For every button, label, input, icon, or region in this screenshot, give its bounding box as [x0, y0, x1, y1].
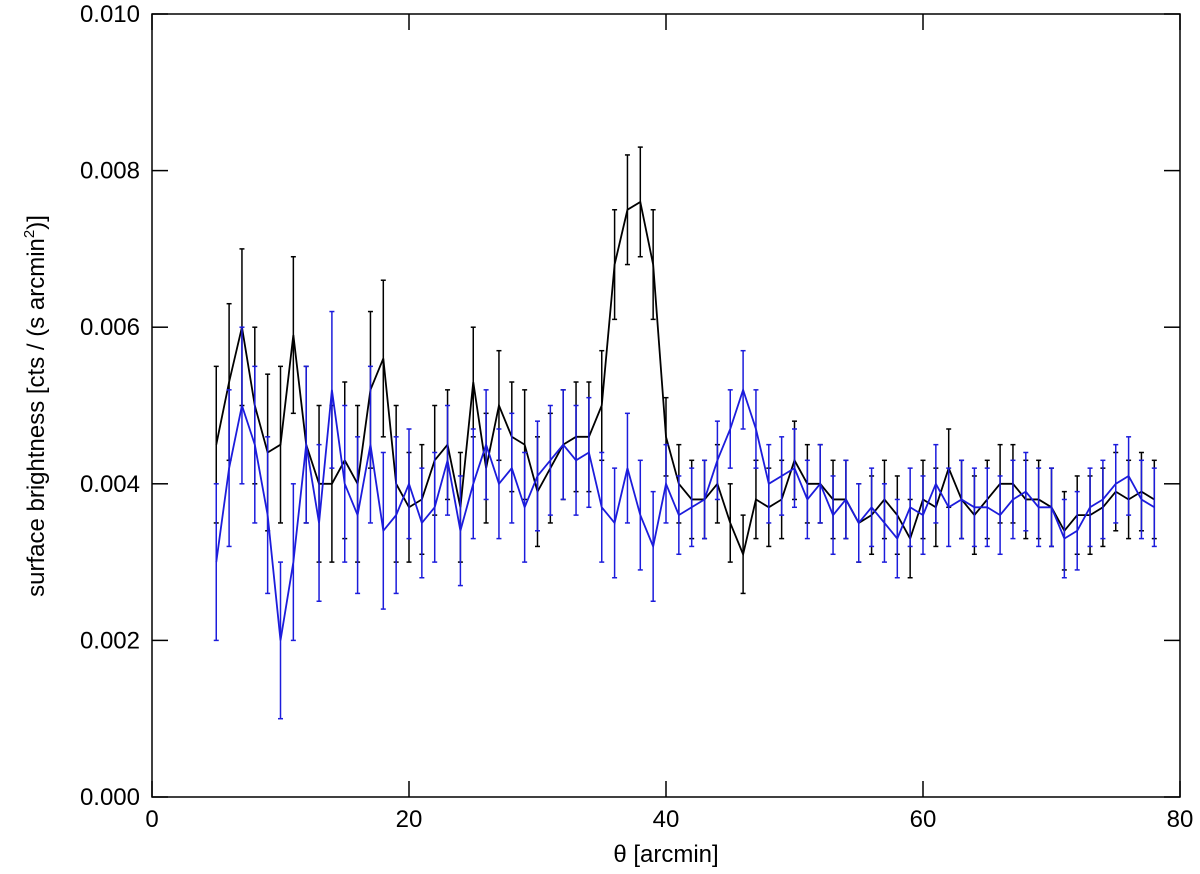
x-tick-label: 60 — [910, 806, 937, 833]
y-tick-label: 0.002 — [80, 627, 140, 654]
x-tick-label: 80 — [1167, 806, 1194, 833]
x-tick-label: 20 — [396, 806, 423, 833]
y-label-main: surface brightness [cts / (s arcmin — [23, 238, 50, 597]
x-tick-label: 40 — [653, 806, 680, 833]
y-tick-label: 0.006 — [80, 314, 140, 341]
y-tick-label: 0.004 — [80, 471, 140, 498]
y-tick-label: 0.000 — [80, 784, 140, 811]
y-label-sup: 2 — [21, 230, 38, 238]
data-line — [215, 200, 1155, 558]
x-axis-label: θ [arcmin] — [613, 841, 718, 868]
x-tick-label: 0 — [145, 806, 158, 833]
data-line — [215, 386, 1155, 641]
y-label-end: )] — [23, 215, 50, 230]
y-tick-label: 0.008 — [80, 158, 140, 185]
y-tick-label: 0.010 — [80, 1, 140, 28]
y-axis-label: surface brightness [cts / (s arcmin2)] — [21, 215, 50, 597]
